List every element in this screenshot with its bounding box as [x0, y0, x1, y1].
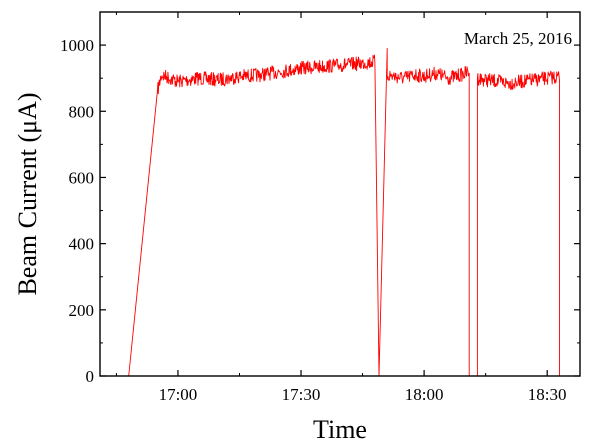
x-tick-label: 18:30 — [528, 385, 567, 404]
axes: 0 200 400 600 800 1000 17:00 17:30 18:00 18:30 — [60, 12, 580, 404]
plot-frame — [99, 11, 581, 377]
date-annotation: March 25, 2016 — [464, 29, 572, 48]
series-line-0 — [128, 47, 560, 377]
y-tick-label: 200 — [69, 301, 95, 320]
y-tick-label: 400 — [69, 235, 95, 254]
y-tick-label: 1000 — [60, 36, 94, 55]
x-tick-label: 17:30 — [282, 385, 321, 404]
y-tick-label: 0 — [86, 367, 95, 386]
x-tick-label: 18:00 — [405, 385, 444, 404]
y-tick-label: 600 — [69, 168, 95, 187]
x-axis-title: Time — [313, 415, 367, 444]
plot-area — [128, 47, 560, 377]
y-axis-title: Beam Current (μA) — [13, 92, 42, 295]
y-tick-label: 800 — [69, 102, 95, 121]
x-tick-label: 17:00 — [159, 385, 198, 404]
